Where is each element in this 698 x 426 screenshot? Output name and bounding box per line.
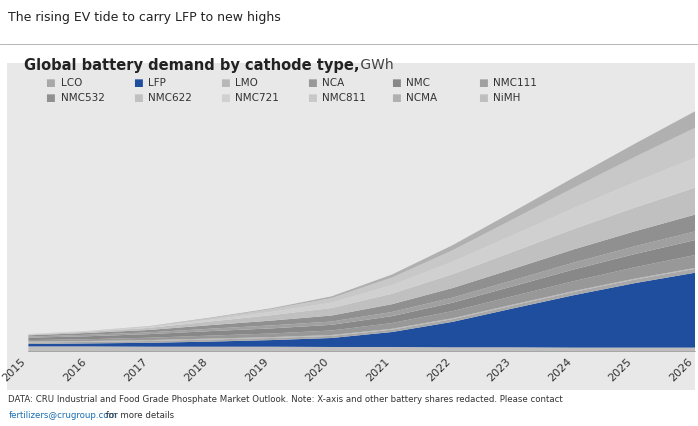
Text: Global battery demand by cathode type,: Global battery demand by cathode type, xyxy=(24,58,360,72)
Text: for more details: for more details xyxy=(103,410,174,419)
Text: ■: ■ xyxy=(307,78,317,88)
Text: ■: ■ xyxy=(478,78,488,88)
Text: NMC111: NMC111 xyxy=(493,78,537,88)
Text: NMC721: NMC721 xyxy=(235,93,279,103)
Text: ■: ■ xyxy=(478,93,488,103)
Text: LCO: LCO xyxy=(61,78,82,88)
Text: LMO: LMO xyxy=(235,78,258,88)
Text: NMC: NMC xyxy=(406,78,430,88)
Text: ■: ■ xyxy=(220,93,230,103)
Text: NMC622: NMC622 xyxy=(148,93,192,103)
Text: NCMA: NCMA xyxy=(406,93,438,103)
Text: NCA: NCA xyxy=(322,78,345,88)
Text: NiMH: NiMH xyxy=(493,93,521,103)
Text: ■: ■ xyxy=(391,78,401,88)
Text: LFP: LFP xyxy=(148,78,166,88)
Text: The rising EV tide to carry LFP to new highs: The rising EV tide to carry LFP to new h… xyxy=(8,11,281,23)
Text: ■: ■ xyxy=(45,93,55,103)
Text: fertilizers@crugroup.com: fertilizers@crugroup.com xyxy=(8,410,117,419)
Text: ■: ■ xyxy=(391,93,401,103)
Text: ■: ■ xyxy=(220,78,230,88)
Text: DATA: CRU Industrial and Food Grade Phosphate Market Outlook. Note: X-axis and o: DATA: CRU Industrial and Food Grade Phos… xyxy=(8,394,563,403)
Text: ■: ■ xyxy=(307,93,317,103)
Text: ■: ■ xyxy=(133,78,142,88)
Text: ■: ■ xyxy=(45,78,55,88)
Text: ■: ■ xyxy=(133,93,142,103)
Text: GWh: GWh xyxy=(356,58,394,72)
Text: NMC532: NMC532 xyxy=(61,93,105,103)
Text: NMC811: NMC811 xyxy=(322,93,366,103)
